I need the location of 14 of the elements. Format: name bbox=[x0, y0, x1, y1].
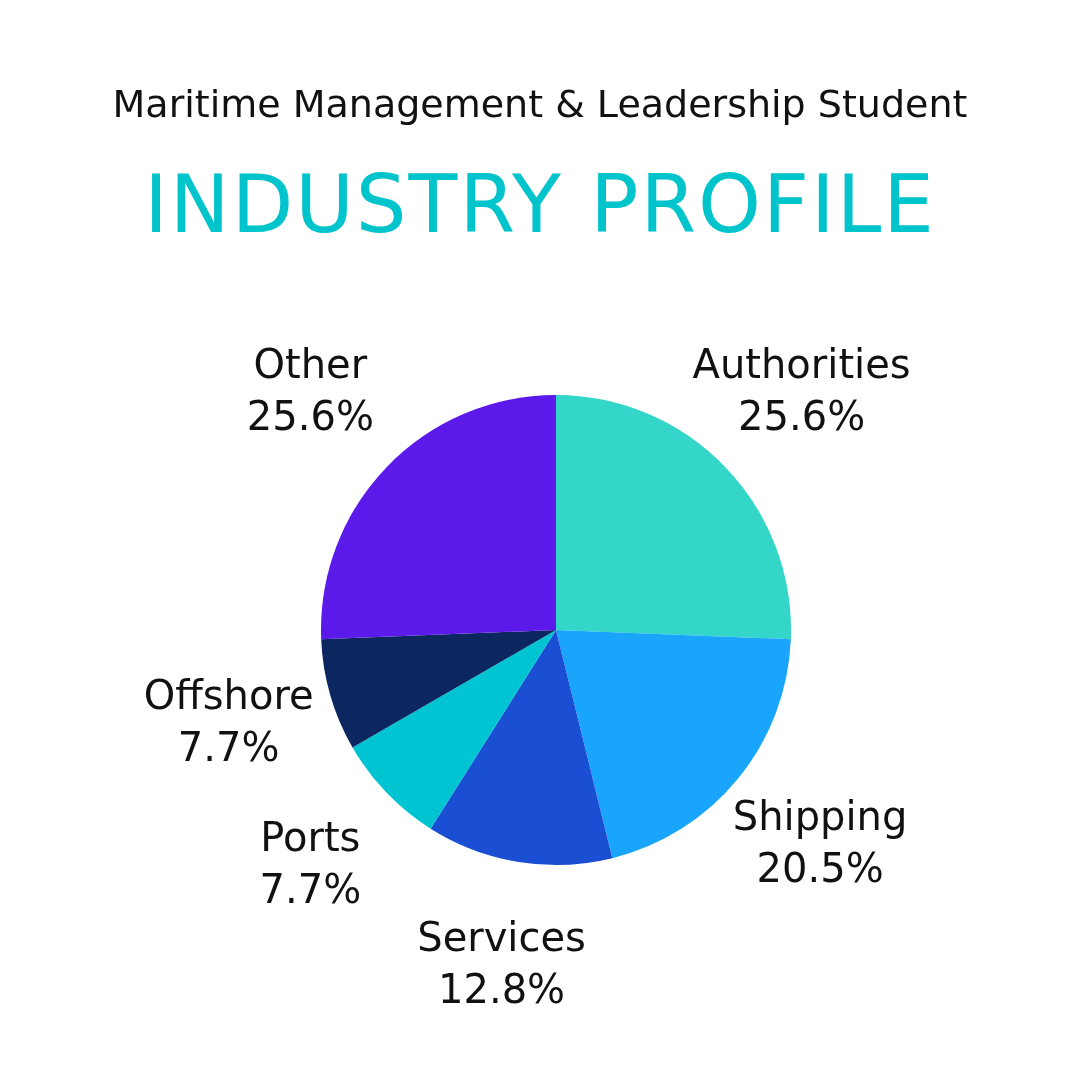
slice-label: Shipping bbox=[732, 792, 908, 839]
slice-label: Authorities bbox=[692, 341, 911, 388]
data-label: 12.8% bbox=[438, 965, 566, 1012]
data-label: 20.5% bbox=[756, 844, 884, 891]
data-label: 7.7% bbox=[177, 724, 280, 771]
chart-title: Maritime Management & Leadership Student bbox=[111, 82, 969, 126]
slice-label: Offshore bbox=[143, 672, 314, 719]
slice-label: Other bbox=[253, 341, 368, 388]
data-label: 7.7% bbox=[259, 865, 362, 912]
slice-label: Ports bbox=[260, 813, 361, 860]
chart-subtitle: INDUSTRY PROFILE bbox=[143, 158, 937, 251]
data-label: 25.6% bbox=[738, 393, 866, 440]
slice-label: Services bbox=[417, 913, 586, 960]
data-label: 25.6% bbox=[246, 393, 374, 440]
